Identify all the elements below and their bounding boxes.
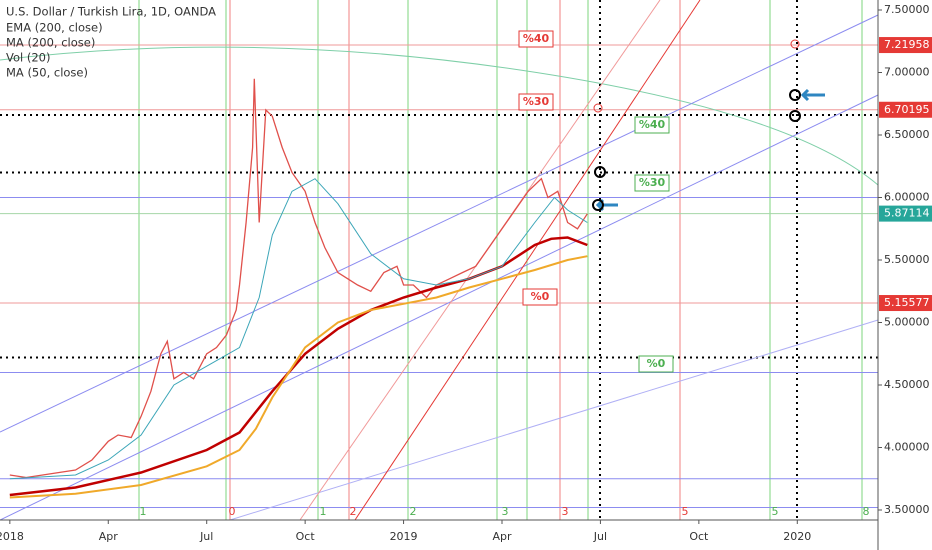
annotation-box: [634, 116, 670, 134]
legend: U.S. Dollar / Turkish Lira, 1D, OANDA EM…: [6, 5, 216, 80]
price-tag: [879, 295, 932, 312]
y-tick-label: 3.50000: [884, 503, 930, 516]
y-tick-label: 7.50000: [884, 3, 930, 16]
price-tag-label: 5.15577: [884, 296, 930, 309]
time-zone-label: 1: [140, 505, 147, 518]
marker: [790, 39, 800, 49]
time-zone-label: 5: [682, 505, 689, 518]
y-tick-label: 6.00000: [884, 191, 930, 204]
x-tick-label: 2019: [390, 530, 418, 543]
time-zone-label: 5: [772, 505, 779, 518]
annotation: %30: [523, 95, 550, 108]
series-line: [9, 178, 588, 480]
price-tag-label: 7.21958: [884, 38, 930, 51]
time-zone-label: 1: [320, 505, 327, 518]
annotation-box: [634, 174, 670, 192]
fan-line: [354, 0, 701, 521]
y-tick-label: 4.50000: [884, 378, 930, 391]
x-tick-label: Jul: [199, 530, 213, 543]
arc: [0, 46, 879, 186]
series-line: [9, 78, 588, 479]
y-tick-label: 5.50000: [884, 253, 930, 266]
x-tick-label: 2018: [0, 530, 24, 543]
annotation-box: [638, 355, 674, 373]
arrow: [800, 88, 825, 102]
marker: [592, 199, 604, 211]
time-zone-label: 0: [229, 505, 236, 518]
price-tag: [879, 101, 932, 118]
annotation: %0: [531, 290, 550, 303]
x-tick-label: Oct: [689, 530, 709, 543]
x-tick-label: Apr: [99, 530, 119, 543]
x-tick-label: Oct: [296, 530, 316, 543]
annotation: %30: [639, 176, 666, 189]
channel-line: [0, 14, 879, 433]
y-tick-label: 7.00000: [884, 66, 930, 79]
annotation: %0: [647, 357, 666, 370]
price-tag: [879, 205, 932, 222]
legend-entry: EMA (200, close): [6, 21, 103, 35]
legend-entry: Vol (20): [6, 51, 50, 65]
marker: [789, 89, 801, 101]
x-tick-label: Apr: [492, 530, 512, 543]
time-zone-label: 2: [350, 505, 357, 518]
y-tick-label: 5.00000: [884, 316, 930, 329]
series-line: [9, 255, 588, 499]
annotation-box: [522, 288, 558, 306]
legend-entry: MA (50, close): [6, 66, 88, 80]
x-tick-label: 2020: [783, 530, 811, 543]
channel-line: [0, 94, 879, 521]
annotation-box: [518, 93, 554, 111]
annotation: %40: [639, 118, 666, 131]
marker: [789, 110, 801, 122]
time-zone-label: 2: [410, 505, 417, 518]
time-zone-label: 3: [502, 505, 509, 518]
annotation: %40: [523, 32, 550, 45]
y-tick-label: 6.50000: [884, 128, 930, 141]
legend-entry: MA (200, close): [6, 36, 95, 50]
annotation-box: [518, 30, 554, 48]
marker: [593, 103, 603, 113]
price-tag-label: 5.87114: [884, 207, 930, 220]
time-zone-label: 3: [562, 505, 569, 518]
price-tag-label: 6.70195: [884, 103, 930, 116]
marker: [594, 166, 606, 178]
channel-line: [229, 319, 879, 521]
price-tag: [879, 37, 932, 54]
y-tick-label: 4.00000: [884, 441, 930, 454]
chart-title: U.S. Dollar / Turkish Lira, 1D, OANDA: [6, 5, 216, 19]
time-zone-label: 8: [863, 505, 870, 518]
x-tick-label: Jul: [593, 530, 607, 543]
